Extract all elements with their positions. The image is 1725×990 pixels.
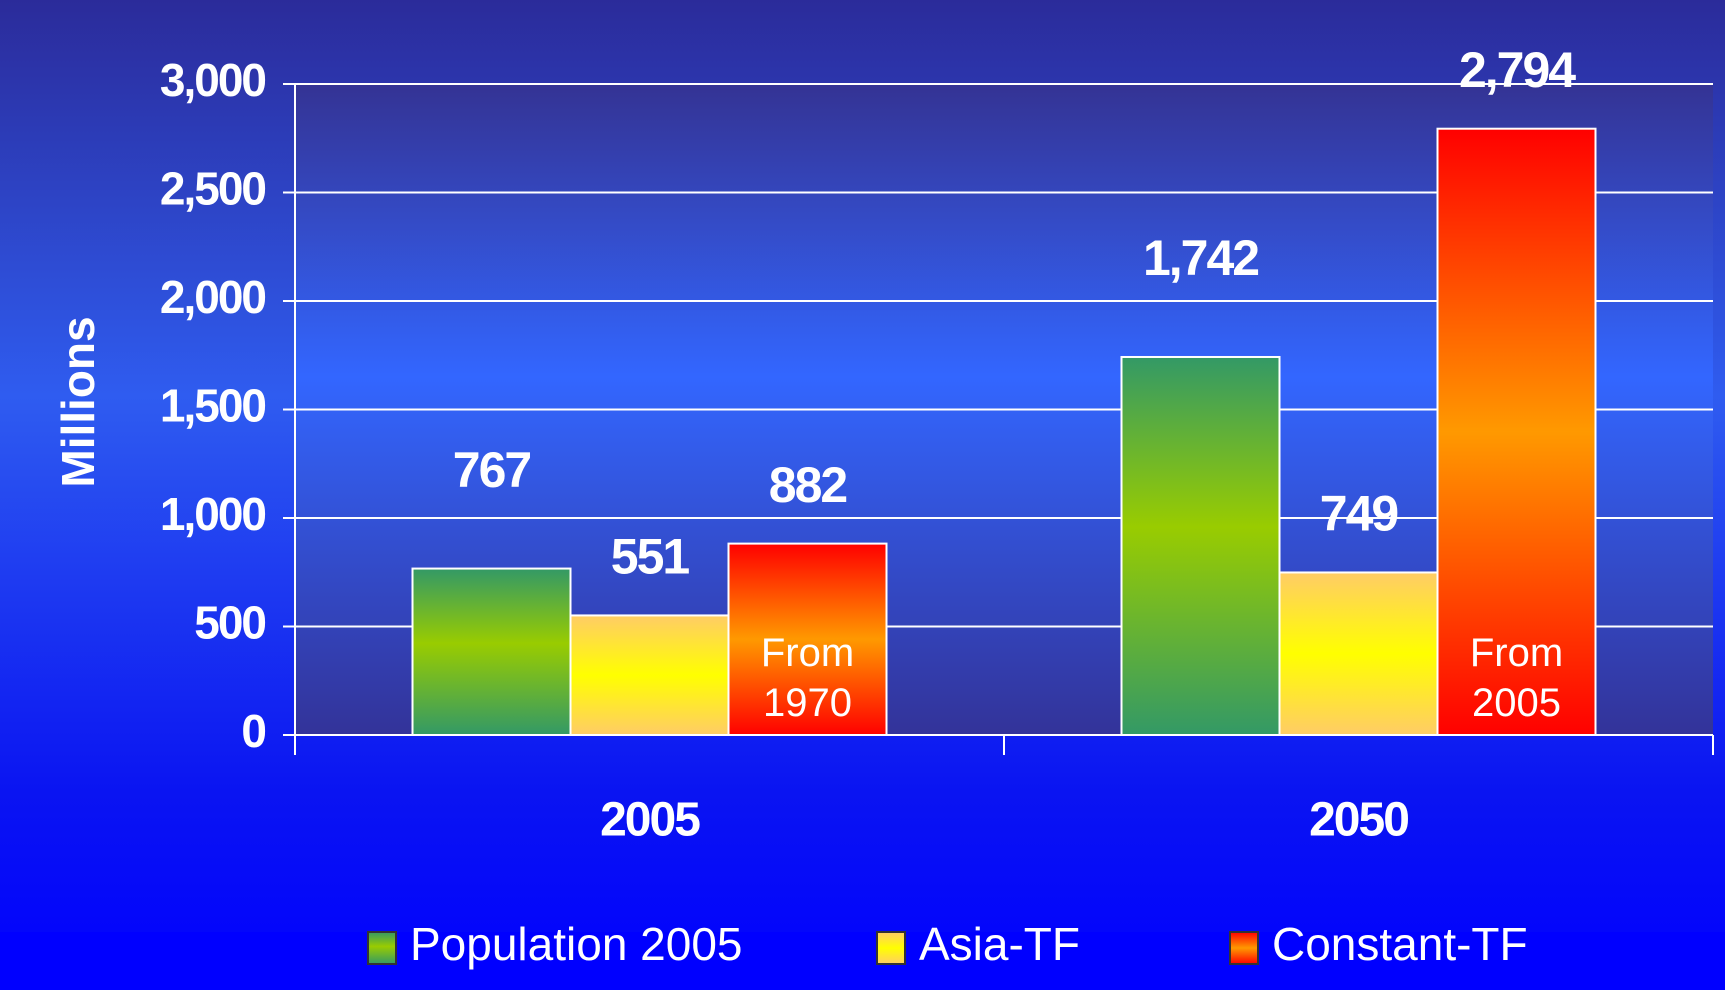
bar: [411, 567, 572, 736]
x-tick-label: 2050: [1309, 794, 1408, 847]
value-label: 882: [769, 457, 847, 513]
bar-note: From 1970: [761, 631, 854, 725]
legend-swatch: [876, 931, 906, 965]
value-label: 749: [1320, 486, 1398, 542]
bar-note-line: From: [1470, 631, 1563, 675]
y-axis-label: Millions: [52, 316, 104, 487]
y-tick-label: 500: [194, 597, 265, 649]
legend-swatch: [367, 931, 397, 965]
legend-band: [0, 932, 1725, 990]
y-tick-label: 1,000: [160, 488, 266, 540]
y-tick-label: 3,000: [160, 54, 266, 106]
x-tick-label: 2005: [600, 794, 700, 847]
y-tick-label: 2,000: [160, 271, 266, 323]
bar-note: From 2005: [1470, 631, 1563, 725]
bar: [1120, 355, 1281, 736]
value-label: 767: [453, 442, 531, 498]
legend-label: Asia-TF: [919, 918, 1080, 970]
bar: [727, 542, 888, 737]
y-tick-label: 2,500: [160, 163, 266, 215]
legend-label: Constant-TF: [1272, 918, 1528, 970]
y-tick-label: 0: [241, 705, 265, 757]
value-label: 2,794: [1459, 42, 1576, 98]
bar-note-line: 2005: [1472, 681, 1561, 725]
value-label: 551: [611, 529, 690, 585]
bar-note-line: 1970: [763, 681, 852, 725]
bar: [1278, 571, 1439, 736]
legend-label: Population 2005: [410, 918, 743, 970]
bar-note-line: From: [761, 631, 854, 675]
y-tick-label: 1,500: [160, 380, 266, 432]
legend-swatch: [1229, 931, 1259, 965]
value-label: 1,742: [1143, 230, 1258, 286]
bar: [1436, 127, 1597, 736]
bar: [569, 614, 730, 736]
